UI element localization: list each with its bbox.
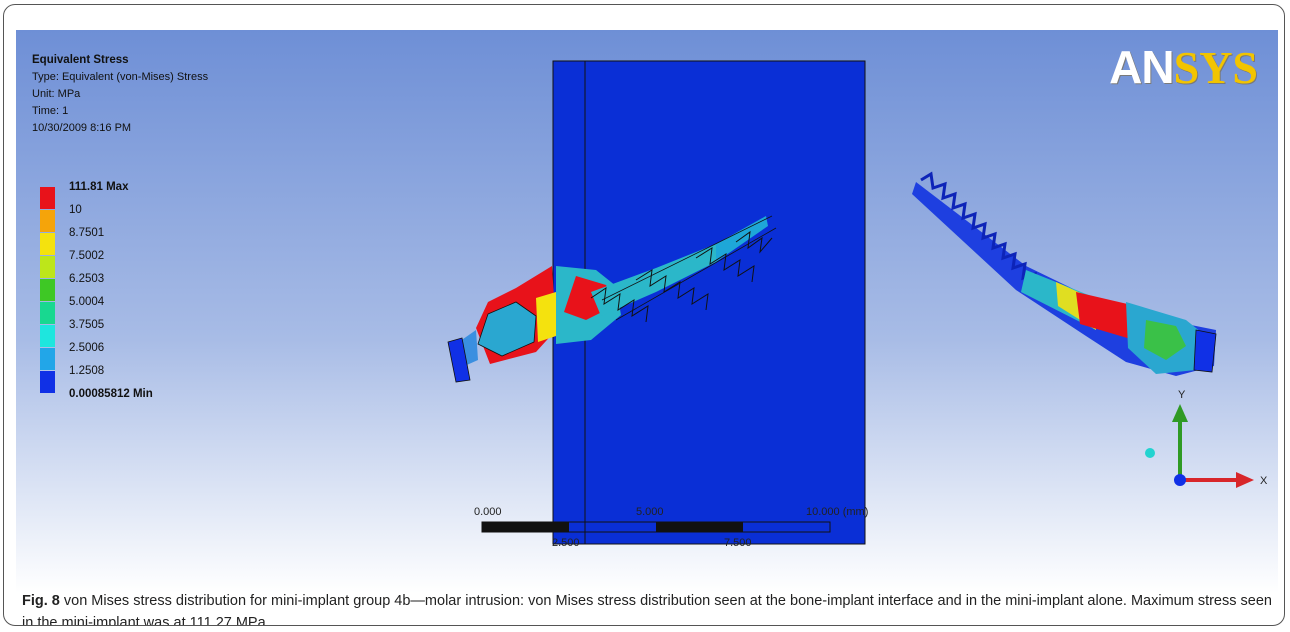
result-type: Type: Equivalent (von-Mises) Stress: [32, 71, 209, 83]
legend-row: 0.00085812 Min: [40, 388, 240, 416]
legend-row: 6.2503: [40, 273, 240, 301]
logo-text-an: AN: [1109, 41, 1174, 93]
legend-label: 111.81 Max: [69, 181, 129, 193]
legend-row: 3.7505: [40, 319, 240, 347]
ansys-logo: ANSYS: [1109, 40, 1258, 94]
legend-label: 2.5006: [69, 342, 105, 354]
caption-figure-label: Fig. 8: [22, 593, 60, 609]
mini-implant-isolated: [912, 171, 1217, 376]
scale-label-10: 10.000 (mm): [806, 506, 868, 518]
result-time: Time: 1: [32, 105, 69, 117]
result-title: Equivalent Stress: [32, 54, 129, 66]
legend-swatch: [40, 187, 55, 209]
legend-swatch: [40, 210, 55, 232]
legend-label: 5.0004: [69, 296, 105, 308]
scale-label-2-5: 2.500: [552, 537, 580, 549]
scale-label-7-5: 7.500: [724, 537, 752, 549]
legend-swatch: [40, 348, 55, 370]
legend-label: 6.2503: [69, 273, 105, 285]
legend-label: 1.2508: [69, 365, 105, 377]
result-unit: Unit: MPa: [32, 88, 81, 100]
implant-in-bone: [447, 215, 777, 383]
caption-text: von Mises stress distribution for mini-i…: [22, 593, 1272, 626]
legend-swatch: [40, 256, 55, 278]
legend-row: 1.2508: [40, 365, 240, 393]
result-header: Equivalent Stress Type: Equivalent (von-…: [32, 52, 208, 137]
y-axis-label: Y: [1178, 389, 1186, 401]
legend-label: 10: [69, 204, 82, 216]
logo-text-sys: SYS: [1173, 42, 1258, 93]
legend-label: 8.7501: [69, 227, 105, 239]
x-axis-label: X: [1260, 475, 1268, 487]
legend-swatch: [40, 279, 55, 301]
legend-label: 7.5002: [69, 250, 105, 262]
scale-label-0: 0.000: [474, 506, 502, 518]
legend-row: 8.7501: [40, 227, 240, 255]
legend-swatch: [40, 302, 55, 324]
legend-label: 3.7505: [69, 319, 105, 331]
result-date: 10/30/2009 8:16 PM: [32, 122, 132, 134]
scale-bar: 0.000 5.000 10.000 (mm) 2.500 7.500: [474, 506, 868, 549]
model-scene: Y X 0.000 5.000 10.000 (mm) 2.500 7.500: [447, 60, 1268, 549]
legend-row: 111.81 Max: [40, 181, 240, 209]
figure-frame: Y X 0.000 5.000 10.000 (mm) 2.500 7.500 …: [3, 4, 1285, 626]
scale-label-5: 5.000: [636, 506, 664, 518]
legend-row: 10: [40, 204, 240, 232]
legend-swatch: [40, 233, 55, 255]
figure-caption: Fig. 8 von Mises stress distribution for…: [22, 590, 1272, 626]
legend-label: 0.00085812 Min: [69, 388, 153, 400]
coordinate-triad: Y X: [1145, 389, 1268, 488]
legend-row: 5.0004: [40, 296, 240, 324]
legend-swatch: [40, 325, 55, 347]
legend-row: 7.5002: [40, 250, 240, 278]
ansys-viewport: Y X 0.000 5.000 10.000 (mm) 2.500 7.500 …: [16, 30, 1278, 593]
legend-swatch: [40, 371, 55, 393]
legend-row: 2.5006: [40, 342, 240, 370]
